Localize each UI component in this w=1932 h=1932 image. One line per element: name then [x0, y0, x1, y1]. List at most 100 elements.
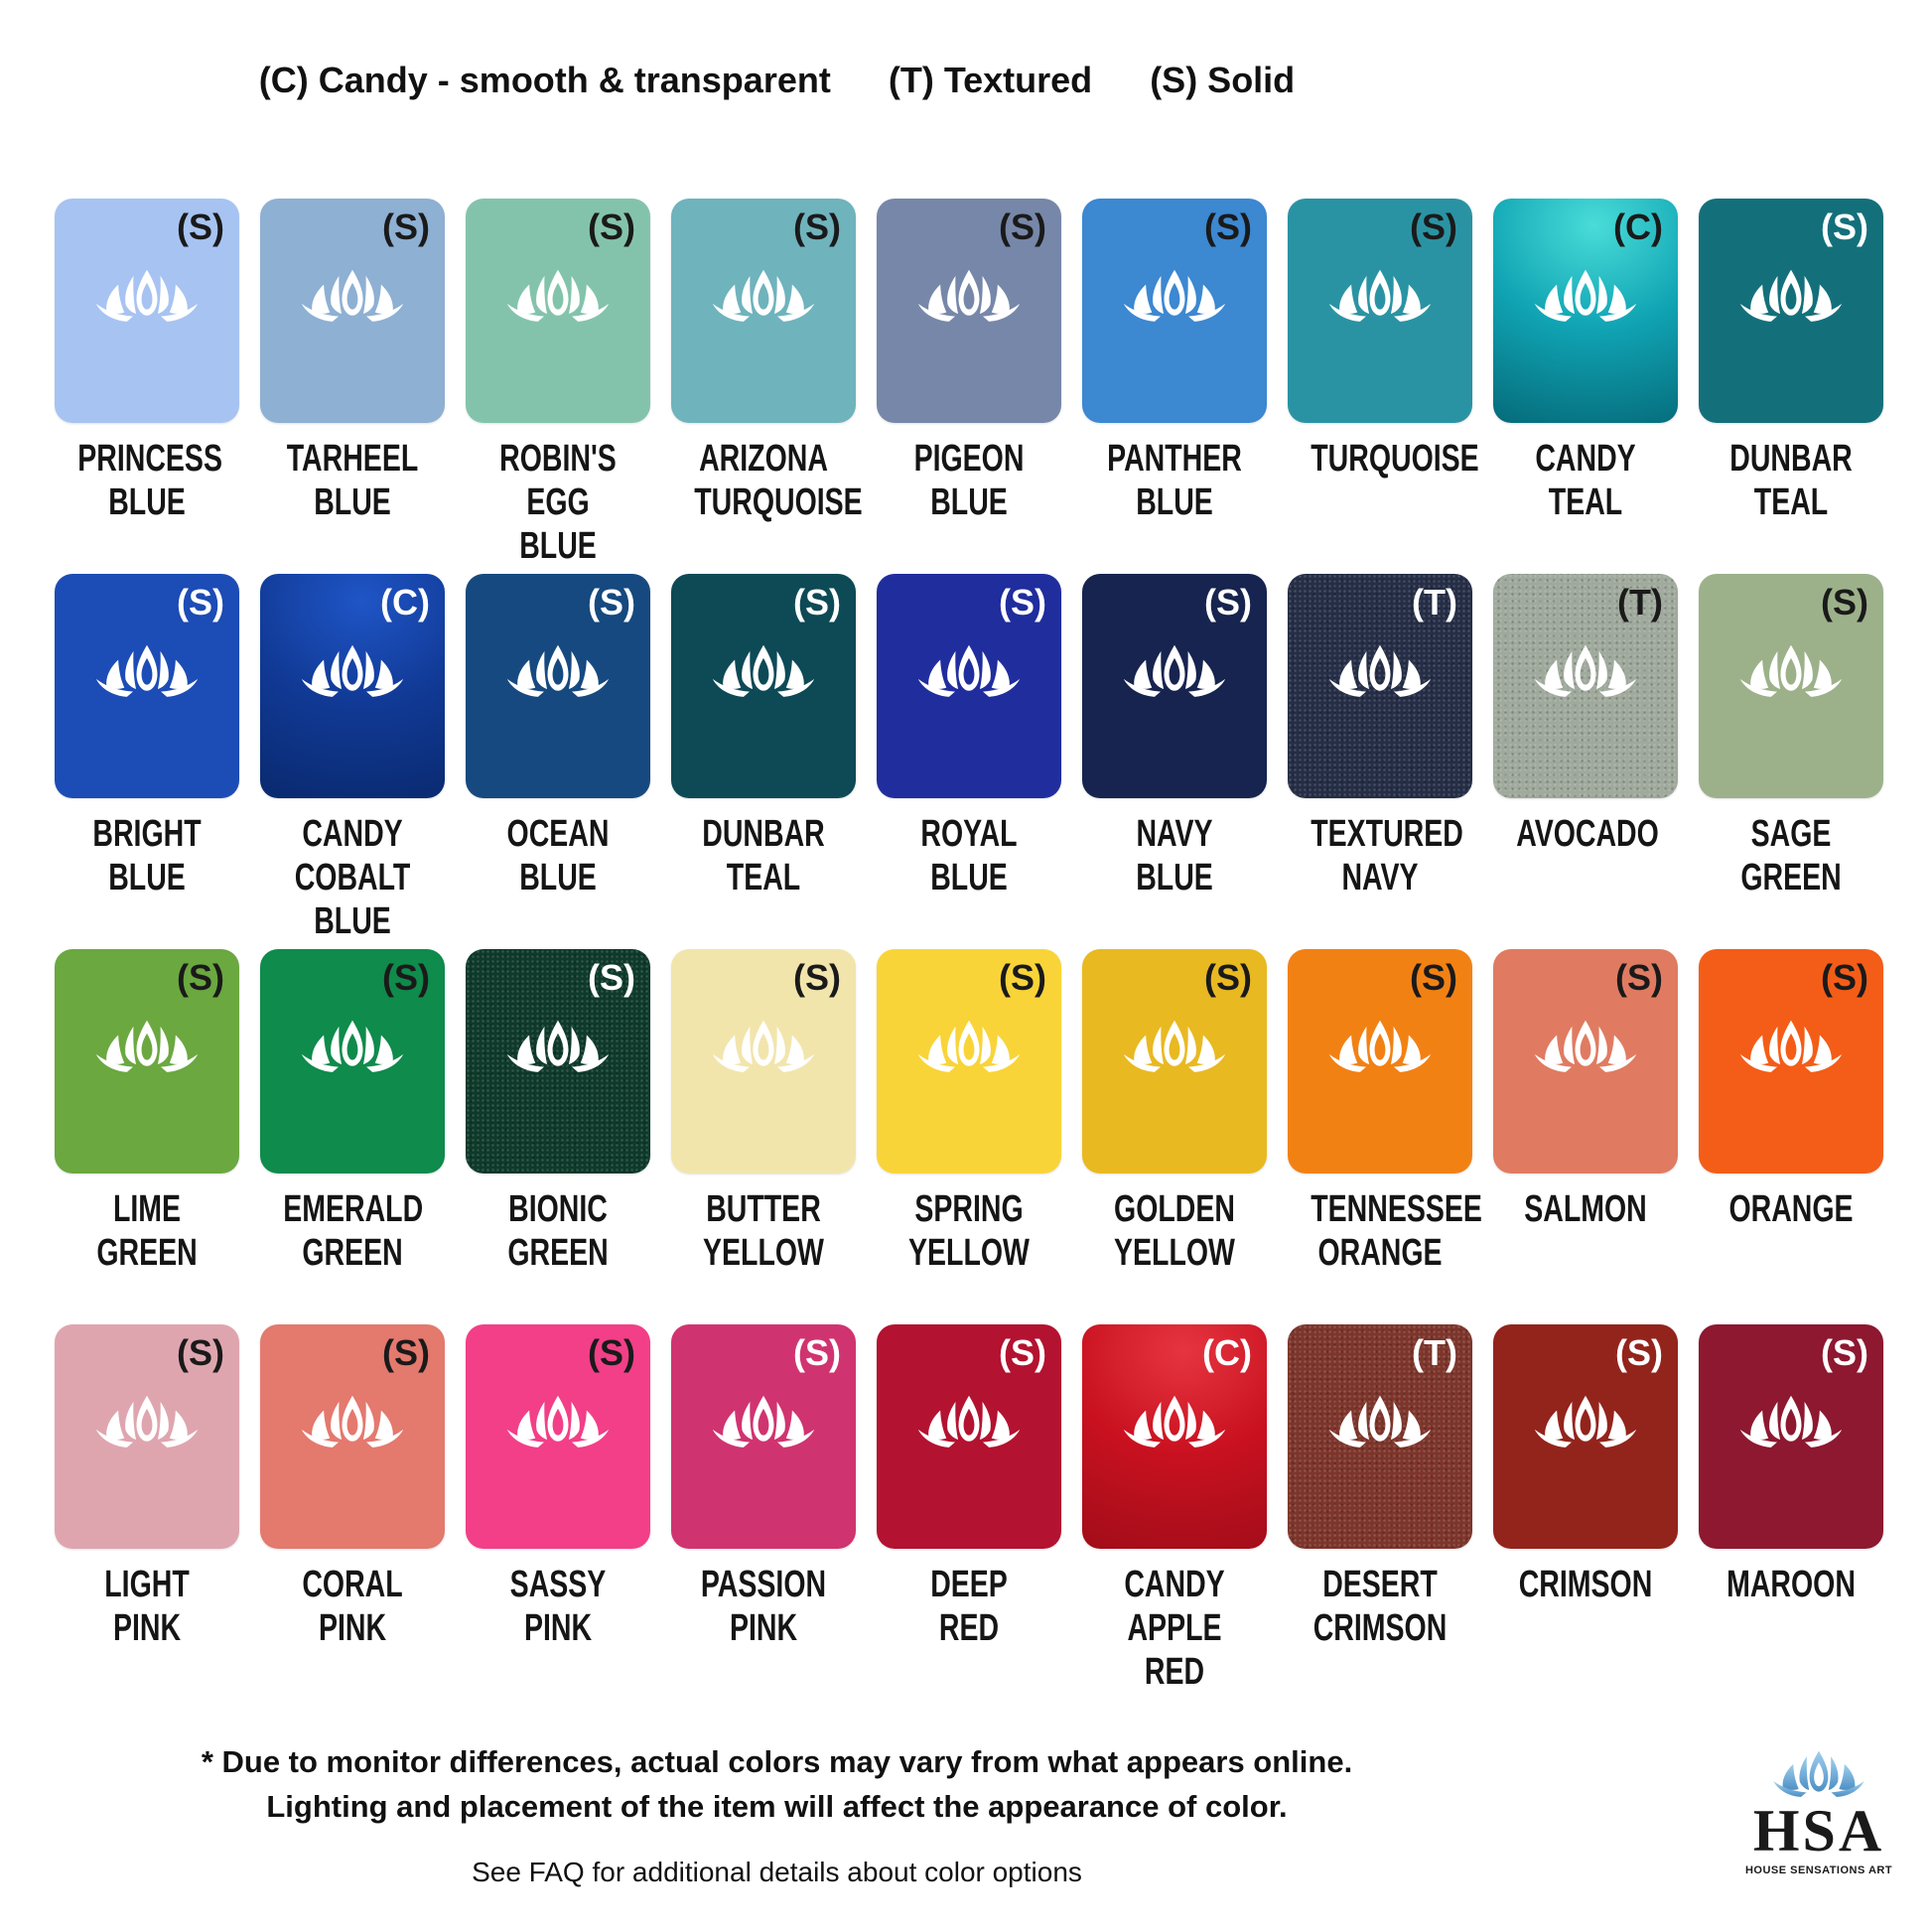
color-swatch-cell: (S) LIGHT PINK	[55, 1324, 239, 1700]
finish-code-label: (S)	[588, 1332, 635, 1373]
faq-note: See FAQ for additional details about col…	[472, 1857, 1082, 1887]
swatch-row: (S) LIME GREEN (S) EMERALD GREEN (S) BIO…	[55, 949, 1883, 1324]
lotus-icon	[1123, 269, 1226, 322]
lotus-icon	[506, 1020, 610, 1072]
color-name-label: DUNBAR TEAL	[702, 813, 825, 899]
color-swatch-cell: (S) DUNBAR TEAL	[671, 574, 856, 949]
finish-code-label: (S)	[999, 582, 1046, 622]
color-swatch-cell: (S) ORANGE	[1699, 949, 1883, 1324]
finish-code-label: (S)	[1821, 582, 1868, 622]
color-swatch: (S)	[466, 949, 650, 1173]
color-name-label: BUTTER YELLOW	[703, 1188, 824, 1275]
color-name-label: CRIMSON	[1518, 1564, 1653, 1605]
hsa-acronym: HSA	[1752, 1798, 1885, 1863]
finish-code-label: (T)	[1412, 1332, 1457, 1373]
lotus-icon	[1534, 1395, 1637, 1448]
hsa-lotus-icon	[1773, 1750, 1864, 1798]
finish-code-label: (S)	[1204, 207, 1252, 247]
color-swatch: (S)	[877, 949, 1061, 1173]
finish-code-label: (S)	[793, 582, 841, 622]
color-name-label: BRIGHT BLUE	[92, 813, 202, 899]
lotus-icon	[712, 644, 815, 697]
color-name-label: PASSION PINK	[700, 1564, 827, 1650]
color-name-label: ORANGE	[1728, 1188, 1854, 1230]
finish-code-label: (S)	[177, 957, 224, 998]
lotus-icon	[712, 1395, 815, 1448]
color-swatch: (T)	[1288, 1324, 1472, 1549]
legend-textured: (T) Textured	[888, 60, 1093, 100]
color-name-label: GOLDEN YELLOW	[1114, 1188, 1235, 1275]
finish-code-label: (S)	[1410, 957, 1457, 998]
color-name-label: TENNESSEE ORANGE	[1311, 1188, 1482, 1275]
finish-code-label: (S)	[793, 207, 841, 247]
finish-code-label: (S)	[177, 1332, 224, 1373]
color-swatch-cell: (S) DUNBAR TEAL	[1699, 199, 1883, 574]
color-name-label: CANDY TEAL	[1535, 438, 1636, 524]
color-name-label: CORAL PINK	[302, 1564, 403, 1650]
legend-candy: (C) Candy - smooth & transparent	[258, 60, 831, 100]
color-name-label: PRINCESS BLUE	[77, 438, 222, 524]
color-swatch: (S)	[466, 199, 650, 423]
color-name-label: SALMON	[1524, 1188, 1647, 1230]
color-swatch-cell: (C) CANDY TEAL	[1493, 199, 1678, 574]
lotus-icon	[1328, 1395, 1432, 1448]
finish-code-label: (S)	[382, 1332, 430, 1373]
color-swatch-cell: (S) EMERALD GREEN	[260, 949, 445, 1324]
color-swatch: (S)	[671, 199, 856, 423]
lotus-icon	[301, 269, 404, 322]
lotus-icon	[1534, 1020, 1637, 1072]
finish-code-label: (S)	[588, 957, 635, 998]
color-swatch: (S)	[55, 1324, 239, 1549]
finish-code-label: (S)	[1821, 957, 1868, 998]
color-swatch: (S)	[466, 1324, 650, 1549]
color-swatch: (S)	[1699, 574, 1883, 798]
color-swatch: (C)	[1493, 199, 1678, 423]
color-swatch: (S)	[1699, 1324, 1883, 1549]
color-swatch-cell: (S) SASSY PINK	[466, 1324, 650, 1700]
color-name-label: EMERALD GREEN	[283, 1188, 424, 1275]
finish-code-label: (T)	[1617, 582, 1663, 622]
finish-code-label: (S)	[177, 582, 224, 622]
finish-code-label: (S)	[588, 207, 635, 247]
color-name-label: SAGE GREEN	[1740, 813, 1842, 899]
color-name-label: OCEAN BLUE	[506, 813, 610, 899]
lotus-icon	[301, 644, 404, 697]
swatch-grid: (S) PRINCESS BLUE (S) TARHEEL BLUE (S) R…	[55, 199, 1883, 1700]
color-swatch: (S)	[260, 949, 445, 1173]
legend-solid: (S) Solid	[1150, 60, 1296, 100]
color-swatch: (S)	[1288, 949, 1472, 1173]
disclaimer-line-2: Lighting and placement of the item will …	[266, 1789, 1288, 1824]
color-swatch-cell: (S) ARIZONA TURQUOISE	[671, 199, 863, 574]
color-name-label: ARIZONA TURQUOISE	[694, 438, 863, 524]
finish-code-label: (C)	[1613, 207, 1663, 247]
footer-note: * Due to monitor differences, actual col…	[0, 1739, 1554, 1888]
swatch-row: (S) PRINCESS BLUE (S) TARHEEL BLUE (S) R…	[55, 199, 1883, 574]
color-name-label: AVOCADO	[1516, 813, 1659, 855]
color-name-label: DESERT CRIMSON	[1312, 1564, 1448, 1650]
color-swatch: (S)	[671, 1324, 856, 1549]
color-name-label: ROYAL BLUE	[920, 813, 1018, 899]
color-swatch-cell: (S) BIONIC GREEN	[466, 949, 650, 1324]
finish-legend: (C) Candy - smooth & transparent (T) Tex…	[0, 60, 1554, 101]
color-name-label: TARHEEL BLUE	[286, 438, 419, 524]
color-swatch: (S)	[877, 1324, 1061, 1549]
color-swatch: (S)	[1288, 199, 1472, 423]
finish-code-label: (S)	[1410, 207, 1457, 247]
color-swatch-cell: (S) CORAL PINK	[260, 1324, 445, 1700]
finish-code-label: (S)	[382, 207, 430, 247]
finish-code-label: (S)	[1615, 957, 1663, 998]
color-swatch-cell: (S) CRIMSON	[1493, 1324, 1678, 1700]
color-name-label: DEEP RED	[930, 1564, 1008, 1650]
color-swatch-cell: (S) TENNESSEE ORANGE	[1288, 949, 1482, 1324]
finish-code-label: (C)	[1202, 1332, 1252, 1373]
lotus-icon	[506, 269, 610, 322]
color-swatch-cell: (S) OCEAN BLUE	[466, 574, 650, 949]
finish-code-label: (S)	[177, 207, 224, 247]
color-name-label: ROBIN'S EGG BLUE	[499, 438, 617, 568]
color-swatch-cell: (S) DEEP RED	[877, 1324, 1061, 1700]
color-swatch: (S)	[55, 199, 239, 423]
color-swatch: (S)	[1699, 199, 1883, 423]
color-name-label: PANTHER BLUE	[1107, 438, 1242, 524]
color-swatch-cell: (S) MAROON	[1699, 1324, 1883, 1700]
